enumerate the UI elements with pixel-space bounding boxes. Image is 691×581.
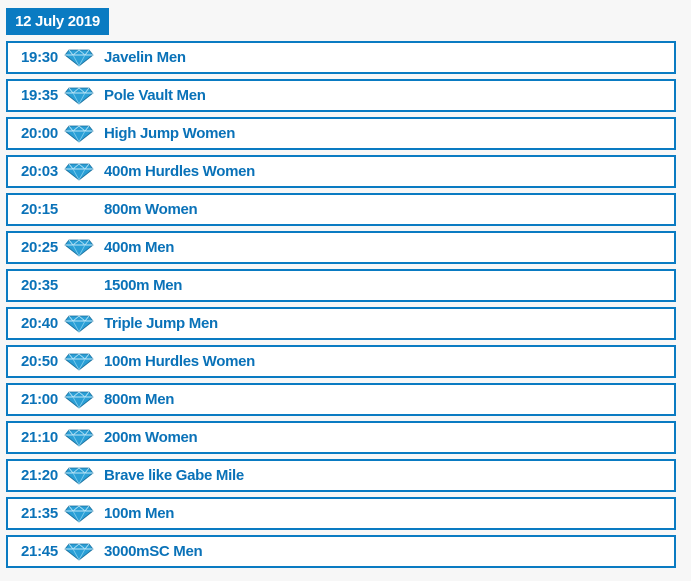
event-name[interactable]: 100m Men: [104, 505, 175, 522]
event-name[interactable]: Pole Vault Men: [104, 87, 206, 104]
event-row[interactable]: 20:35 1500m Men: [6, 269, 676, 302]
event-time: 21:00: [21, 391, 58, 408]
diamond-league-icon: [64, 352, 100, 372]
diamond-league-icon: [64, 542, 100, 562]
diamond-league-icon: [64, 124, 100, 144]
diamond-league-icon: [64, 428, 100, 448]
event-name[interactable]: 200m Women: [104, 429, 198, 446]
diamond-league-icon: [64, 504, 100, 524]
event-row[interactable]: 21:45 3000mSC Men: [6, 535, 676, 568]
event-name[interactable]: 400m Men: [104, 239, 175, 256]
event-row[interactable]: 19:30 Javelin Men: [6, 41, 676, 74]
event-time: 20:35: [21, 277, 58, 294]
event-name[interactable]: 400m Hurdles Women: [104, 163, 256, 180]
event-time: 21:10: [21, 429, 58, 446]
event-row[interactable]: 21:10 200m Women: [6, 421, 676, 454]
diamond-league-icon: [64, 238, 100, 258]
event-row[interactable]: 20:25 400m Men: [6, 231, 676, 264]
event-time: 20:50: [21, 353, 58, 370]
event-time: 19:30: [21, 49, 58, 66]
event-time: 19:35: [21, 87, 58, 104]
icon-placeholder: [64, 276, 100, 296]
diamond-league-icon: [64, 390, 100, 410]
diamond-league-icon: [64, 48, 100, 68]
event-list: 19:30 Javelin Men 19:35 Pole Vault Men 20:00…: [6, 41, 676, 573]
event-row[interactable]: 20:40 Triple Jump Men: [6, 307, 676, 340]
event-name[interactable]: Triple Jump Men: [104, 315, 218, 332]
event-row[interactable]: 19:35 Pole Vault Men: [6, 79, 676, 112]
event-name[interactable]: 800m Women: [104, 201, 198, 218]
event-time: 21:35: [21, 505, 58, 522]
event-row[interactable]: 20:03 400m Hurdles Women: [6, 155, 676, 188]
diamond-league-icon: [64, 86, 100, 106]
event-time: 20:00: [21, 125, 58, 142]
event-name[interactable]: Brave like Gabe Mile: [104, 467, 244, 484]
event-time: 21:20: [21, 467, 58, 484]
event-row[interactable]: 21:20 Brave like Gabe Mile: [6, 459, 676, 492]
event-name[interactable]: High Jump Women: [104, 125, 236, 142]
date-header: 12 July 2019: [6, 8, 109, 35]
event-row[interactable]: 20:15 800m Women: [6, 193, 676, 226]
event-row[interactable]: 21:00 800m Men: [6, 383, 676, 416]
event-row[interactable]: 20:00 High Jump Women: [6, 117, 676, 150]
event-row[interactable]: 20:50 100m Hurdles Women: [6, 345, 676, 378]
diamond-league-icon: [64, 466, 100, 486]
icon-placeholder: [64, 200, 100, 220]
event-time: 20:03: [21, 163, 58, 180]
event-name[interactable]: 3000mSC Men: [104, 543, 203, 560]
event-row[interactable]: 21:35 100m Men: [6, 497, 676, 530]
event-name[interactable]: 100m Hurdles Women: [104, 353, 256, 370]
event-time: 21:45: [21, 543, 58, 560]
diamond-league-icon: [64, 314, 100, 334]
diamond-league-icon: [64, 162, 100, 182]
event-name[interactable]: 1500m Men: [104, 277, 183, 294]
event-time: 20:40: [21, 315, 58, 332]
event-time: 20:25: [21, 239, 58, 256]
event-time: 20:15: [21, 201, 58, 218]
event-name[interactable]: Javelin Men: [104, 49, 186, 66]
event-name[interactable]: 800m Men: [104, 391, 175, 408]
